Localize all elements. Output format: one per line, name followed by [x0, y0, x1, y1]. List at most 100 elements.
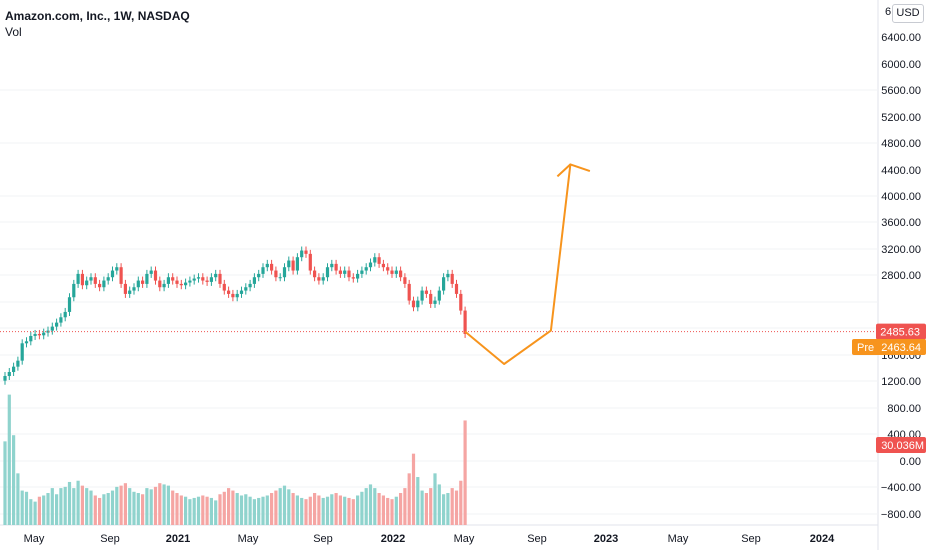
time-axis-tick-label: 2022: [381, 533, 405, 545]
candle-body: [270, 263, 274, 271]
volume-bar: [76, 480, 80, 525]
volume-bar: [20, 490, 24, 525]
time-axis-tick-label: 2024: [810, 533, 835, 545]
volume-bar: [399, 493, 403, 525]
volume-bar: [227, 488, 231, 525]
candle-body: [12, 366, 16, 373]
volume-bar: [278, 488, 282, 525]
candle-body: [209, 277, 213, 282]
candle-body: [201, 277, 205, 281]
volume-bar: [24, 491, 29, 525]
candle-body: [295, 257, 299, 271]
candle-body: [162, 283, 166, 288]
candle-body: [102, 280, 106, 288]
candle-body: [63, 311, 67, 318]
price-axis-tick-label: 4400.00: [881, 165, 921, 177]
candle-body: [265, 263, 269, 268]
candle-body: [231, 293, 235, 298]
candle-body: [218, 273, 222, 284]
volume-bar: [192, 497, 196, 525]
candle-body: [433, 300, 437, 304]
pre-market-badge: [852, 339, 926, 356]
volume-bar: [265, 495, 269, 525]
volume-bar: [29, 499, 33, 525]
candle-body: [459, 293, 463, 311]
candle-body: [37, 333, 41, 336]
candle-body: [381, 263, 385, 268]
volume-bar: [454, 490, 459, 525]
candle-body: [128, 290, 132, 294]
candle-body: [7, 372, 11, 377]
volume-bar: [442, 494, 446, 525]
candle-body: [55, 322, 59, 327]
volume-bar: [257, 497, 261, 525]
candle-body: [442, 277, 446, 291]
volume-bar: [149, 489, 153, 525]
price-axis-tick-label: 5600.00: [881, 85, 921, 97]
candle-body: [145, 273, 149, 284]
volume-bar: [12, 435, 16, 525]
volume-bar: [347, 497, 351, 525]
candle-body: [282, 267, 287, 278]
candle-body: [141, 280, 145, 284]
candle-body: [72, 283, 76, 298]
volume-bar: [343, 496, 347, 525]
candle-body: [153, 270, 158, 281]
candle-body: [287, 260, 291, 268]
candle-body: [59, 317, 63, 323]
volume-bar: [270, 493, 274, 525]
volume-bar: [334, 493, 338, 525]
volume-bar: [390, 499, 394, 525]
candle-body: [420, 290, 424, 301]
volume-bar: [42, 495, 46, 525]
time-axis-tick-label: Sep: [313, 533, 333, 545]
volume-bar: [85, 488, 89, 525]
candle-body: [192, 278, 196, 281]
candle-body: [89, 277, 93, 281]
candle-body: [334, 263, 338, 271]
volume-bar: [59, 488, 63, 525]
candle-body: [3, 376, 7, 381]
volume-bar: [72, 488, 76, 525]
candle-body: [313, 270, 317, 278]
candle-body: [76, 273, 80, 284]
time-axis-tick-label: 2023: [594, 533, 618, 545]
candle-body: [437, 290, 441, 301]
volume-bar: [368, 484, 373, 525]
candle-body: [463, 310, 467, 334]
volume-bar: [330, 494, 334, 525]
time-axis-tick-label: Sep: [527, 533, 547, 545]
volume-bar: [37, 496, 41, 525]
volume-bar: [356, 495, 360, 525]
price-axis-panel[interactable]: [878, 0, 932, 550]
candle-body: [67, 297, 72, 312]
volume-bar: [16, 473, 20, 525]
candle-body: [214, 273, 218, 278]
candle-body: [29, 335, 33, 342]
price-axis-top-tick-label: 6: [885, 6, 891, 18]
candle-body: [171, 277, 175, 281]
candle-body: [373, 257, 377, 263]
candle-body: [394, 270, 398, 274]
currency-button[interactable]: USD: [892, 4, 924, 23]
candle-body: [175, 280, 179, 284]
volume-bar: [416, 477, 420, 525]
candle-body: [205, 280, 209, 282]
volume-bar: [244, 494, 248, 525]
price-axis-tick-label: 800.00: [887, 403, 921, 415]
candle-body: [351, 277, 355, 279]
candle-body: [257, 273, 261, 278]
candle-body: [390, 270, 394, 274]
volume-bar: [46, 493, 50, 525]
price-axis-tick-label: 6000.00: [881, 59, 921, 71]
volume-bar: [407, 473, 411, 525]
volume-bar: [67, 481, 72, 525]
volume-bar: [115, 486, 119, 525]
volume-bar: [222, 491, 226, 525]
time-axis-tick-label: May: [238, 533, 259, 545]
projection-path[interactable]: [464, 163, 591, 365]
candle-body: [20, 343, 24, 361]
time-axis-tick-label: 2021: [166, 533, 190, 545]
volume-bar: [351, 499, 355, 525]
